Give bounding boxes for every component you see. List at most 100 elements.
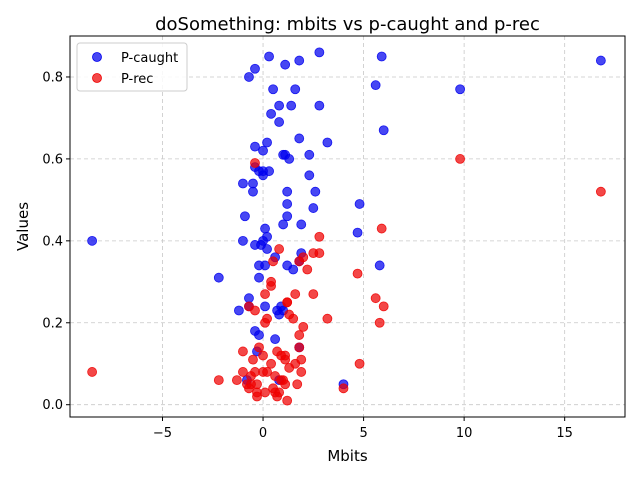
plot-frame — [69, 35, 626, 418]
point-p-caught — [354, 199, 365, 209]
point-p-caught — [314, 100, 325, 111]
legend-label-p-rec: P-rec — [121, 72, 153, 87]
point-p-caught — [250, 63, 260, 74]
points-layer — [87, 47, 606, 406]
point-p-caught — [322, 137, 333, 148]
point-p-rec — [244, 383, 254, 394]
point-p-caught — [288, 264, 299, 275]
x-tick-label: 10 — [456, 426, 473, 441]
point-p-rec — [282, 297, 293, 308]
legend-label-p-caught: P-caught — [121, 51, 178, 66]
y-axis-label: Values — [14, 202, 32, 251]
point-p-rec — [288, 313, 299, 324]
point-p-caught — [290, 84, 301, 95]
point-p-rec — [87, 367, 98, 377]
point-p-rec — [213, 375, 224, 386]
point-p-caught — [282, 186, 293, 197]
point-p-caught — [352, 227, 363, 238]
point-p-caught — [274, 309, 285, 320]
y-tick-label: 0.2 — [42, 316, 63, 331]
legend-marker-p-rec — [92, 73, 102, 83]
point-p-rec — [298, 321, 309, 332]
point-p-caught — [254, 272, 264, 283]
x-tick-label: 5 — [359, 426, 367, 441]
point-p-rec — [252, 379, 262, 390]
point-p-rec — [294, 256, 305, 267]
point-p-rec — [254, 342, 264, 353]
point-p-caught — [296, 219, 307, 230]
ticks-layer: −5 0 5 10 15 0.0 0.2 0.4 0.6 0.8 — [42, 70, 573, 441]
point-p-caught — [308, 203, 319, 213]
point-p-rec — [290, 289, 301, 299]
point-p-caught — [274, 117, 285, 127]
point-p-rec — [260, 289, 270, 299]
point-p-caught — [248, 178, 258, 189]
point-p-caught — [294, 55, 305, 66]
legend-box — [76, 42, 188, 92]
point-p-rec — [378, 301, 389, 312]
point-p-caught — [262, 244, 272, 254]
point-p-rec — [294, 330, 305, 340]
point-p-caught — [374, 260, 385, 271]
point-p-rec — [260, 387, 270, 398]
point-p-rec — [314, 231, 325, 242]
point-p-caught — [254, 330, 264, 340]
point-p-caught — [280, 59, 291, 70]
point-p-rec — [282, 395, 293, 406]
point-p-rec — [268, 256, 278, 267]
point-p-caught — [260, 301, 270, 312]
point-p-caught — [258, 145, 268, 156]
y-tick-label: 0.8 — [42, 70, 63, 85]
point-p-caught — [378, 125, 389, 136]
legend: P-caught P-rec — [76, 42, 188, 92]
point-p-caught — [286, 100, 297, 111]
point-p-caught — [260, 223, 270, 234]
x-axis-label: Mbits — [327, 447, 368, 465]
point-p-caught — [268, 84, 278, 95]
point-p-caught — [314, 47, 325, 58]
point-p-caught — [284, 154, 295, 164]
y-tick-label: 0.4 — [42, 234, 63, 249]
point-p-caught — [278, 219, 289, 230]
x-tick-label: 15 — [556, 426, 573, 441]
point-p-caught — [234, 305, 244, 316]
point-p-rec — [308, 289, 319, 299]
point-p-rec — [292, 379, 303, 390]
point-p-caught — [274, 100, 285, 111]
point-p-caught — [282, 199, 293, 209]
point-p-rec — [354, 358, 365, 369]
point-p-rec — [252, 391, 262, 402]
point-p-caught — [244, 72, 254, 82]
point-p-caught — [294, 133, 305, 144]
point-p-rec — [370, 293, 381, 304]
point-p-rec — [322, 313, 333, 324]
point-p-caught — [240, 211, 250, 222]
point-p-rec — [276, 350, 287, 361]
point-p-rec — [238, 346, 248, 357]
point-p-caught — [310, 186, 321, 197]
point-p-rec — [262, 367, 272, 377]
y-tick-label: 0.0 — [42, 398, 63, 413]
point-p-caught — [260, 260, 270, 271]
point-p-caught — [248, 186, 258, 197]
point-p-rec — [294, 342, 305, 353]
point-p-caught — [455, 84, 466, 95]
point-p-rec — [266, 358, 276, 369]
chart-title: doSomething: mbits vs p-caught and p-rec — [155, 14, 540, 35]
point-p-rec — [376, 223, 387, 234]
x-tick-label: −5 — [153, 426, 172, 441]
point-p-rec — [274, 244, 285, 254]
point-p-caught — [376, 51, 387, 62]
point-p-rec — [250, 305, 260, 316]
point-p-caught — [266, 108, 276, 119]
point-p-caught — [238, 178, 248, 189]
point-p-rec — [296, 367, 307, 377]
legend-marker-p-caught — [92, 52, 102, 62]
point-p-caught — [370, 80, 381, 91]
point-p-rec — [262, 313, 272, 324]
point-p-rec — [455, 154, 466, 164]
point-p-caught — [87, 235, 98, 246]
point-p-rec — [302, 264, 313, 275]
point-p-caught — [304, 170, 315, 181]
